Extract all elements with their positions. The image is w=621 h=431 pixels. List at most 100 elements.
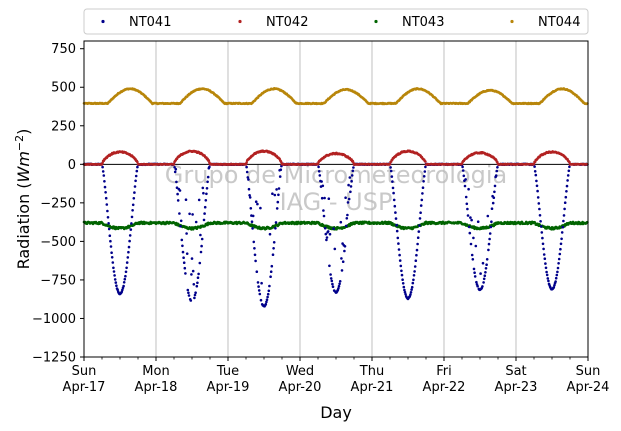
data-point	[127, 250, 130, 254]
data-point	[412, 274, 416, 277]
data-point	[552, 286, 556, 289]
data-point	[415, 253, 418, 257]
data-point	[125, 261, 129, 264]
data-point	[318, 174, 322, 177]
data-point	[568, 165, 571, 169]
data-point	[253, 247, 256, 250]
data-point	[112, 266, 115, 270]
data-point	[352, 166, 355, 169]
data-point	[325, 236, 329, 239]
data-point	[272, 247, 275, 250]
data-point	[201, 186, 205, 190]
data-point	[190, 273, 193, 276]
data-point	[541, 236, 544, 240]
y-axis-ticks: −1250 −1000 −750 −500 −250 0 250 500 750	[32, 42, 84, 366]
data-point	[345, 217, 349, 220]
data-point	[560, 237, 563, 241]
data-point	[481, 285, 484, 288]
data-point	[330, 279, 334, 283]
data-point	[265, 298, 269, 302]
data-point	[391, 186, 395, 190]
data-point	[488, 232, 492, 235]
data-point	[539, 225, 543, 228]
data-point	[469, 216, 472, 219]
data-point	[533, 165, 536, 168]
data-point	[116, 288, 119, 292]
legend-marker	[510, 19, 514, 24]
data-point	[124, 270, 128, 274]
data-point	[485, 263, 488, 267]
data-point	[273, 193, 277, 197]
data-point	[103, 185, 107, 189]
data-point	[275, 207, 279, 210]
x-tick-day: Sun	[72, 364, 97, 379]
data-point	[320, 196, 324, 200]
data-point	[473, 275, 477, 278]
data-point	[256, 202, 259, 206]
data-point	[203, 205, 207, 209]
data-point	[196, 281, 199, 285]
data-point	[333, 247, 337, 251]
legend-label: NT044	[538, 15, 580, 30]
data-point	[320, 180, 323, 183]
data-point	[259, 206, 262, 210]
data-point	[102, 174, 106, 177]
data-point	[178, 189, 182, 192]
legend-item-nt042: NT042	[238, 15, 308, 30]
data-point	[193, 296, 196, 300]
data-point	[202, 191, 205, 195]
data-point	[553, 284, 556, 287]
data-point	[182, 261, 186, 265]
data-point	[545, 270, 548, 274]
x-tick-day: Tue	[216, 364, 239, 379]
data-point	[389, 166, 392, 169]
data-point	[255, 270, 259, 274]
data-point	[352, 161, 355, 164]
data-point	[182, 256, 185, 260]
data-point	[349, 185, 353, 188]
data-point	[398, 253, 401, 257]
data-point	[278, 175, 282, 178]
data-point	[392, 191, 395, 195]
data-point	[419, 204, 423, 207]
data-point	[394, 211, 397, 214]
data-point	[326, 230, 330, 233]
data-point	[199, 250, 203, 254]
data-point	[461, 165, 464, 169]
data-point	[276, 200, 280, 204]
data-point	[105, 203, 109, 206]
data-point	[251, 227, 254, 230]
data-point	[132, 197, 136, 200]
data-point	[136, 160, 139, 164]
series-nt044	[82, 87, 589, 106]
data-point	[328, 232, 332, 236]
data-point	[194, 220, 198, 224]
data-point	[347, 183, 350, 187]
data-point	[178, 212, 181, 215]
data-point	[190, 257, 194, 260]
data-point	[109, 245, 113, 248]
data-point	[274, 227, 277, 230]
data-point	[554, 280, 557, 283]
y-tick-label: −750	[40, 273, 76, 288]
series-nt042	[82, 149, 589, 166]
data-point	[257, 285, 260, 288]
data-point	[544, 266, 548, 270]
data-point	[418, 217, 422, 220]
data-point	[461, 169, 465, 172]
data-point	[490, 207, 494, 210]
data-point	[176, 192, 179, 196]
data-point	[542, 247, 545, 251]
data-point	[547, 279, 550, 283]
data-point	[535, 179, 538, 183]
data-point	[173, 166, 176, 169]
watermark-line-2: IAG - USP	[280, 188, 393, 216]
data-point	[490, 220, 493, 223]
data-point	[245, 165, 248, 169]
data-point	[259, 298, 263, 302]
data-point	[400, 273, 404, 277]
x-tick-day: Mon	[142, 364, 169, 379]
data-point	[555, 273, 559, 277]
data-point	[252, 240, 256, 244]
